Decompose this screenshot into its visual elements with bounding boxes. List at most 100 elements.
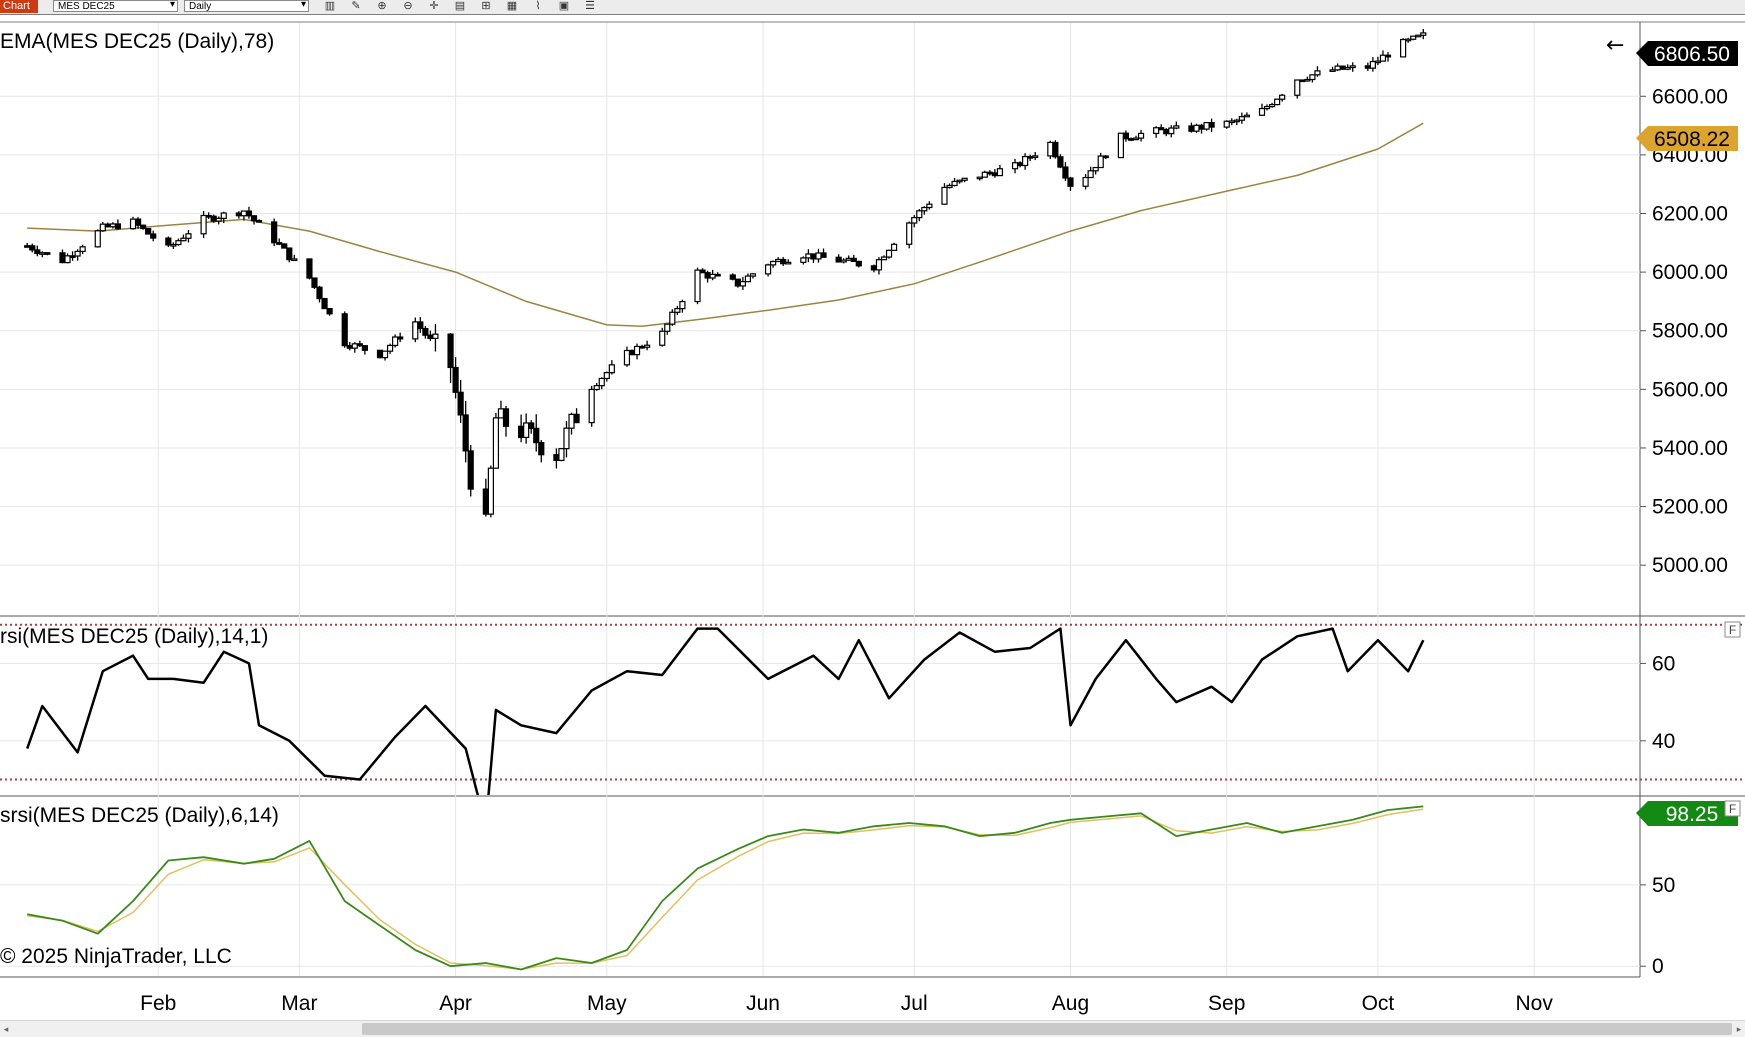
candle-body: [749, 273, 757, 277]
candle-body: [1132, 137, 1140, 141]
candle-body: [170, 243, 177, 247]
candle-body: [129, 218, 137, 230]
candle-body: [840, 259, 847, 263]
candle-body: [699, 269, 706, 274]
candle-body: [1016, 162, 1024, 167]
candle-body: [150, 233, 157, 239]
chevron-down-icon: ▾: [169, 0, 175, 10]
candle-body: [1102, 155, 1109, 159]
candle-body: [1400, 38, 1407, 58]
candle-body: [568, 413, 575, 429]
templates-icon[interactable]: ▣: [558, 0, 570, 12]
zoom-out-icon[interactable]: ⊖: [403, 0, 413, 12]
srsi-value: 98.25: [1666, 803, 1719, 826]
candle-body: [815, 252, 822, 260]
instrument-selector[interactable]: MES DEC25 ▾: [53, 0, 178, 12]
candle-body: [341, 313, 348, 347]
candle-body: [64, 255, 71, 264]
candle-body: [961, 177, 968, 181]
candle-body: [175, 240, 182, 246]
candle-body: [1349, 65, 1356, 69]
candle-body: [316, 286, 323, 300]
candle-body: [810, 253, 817, 260]
candle-body: [412, 321, 419, 340]
candle-body: [39, 252, 46, 255]
rsi-flag-icon[interactable]: F: [1724, 621, 1741, 638]
candle-body: [1279, 94, 1286, 100]
x-tick-label: Sep: [1208, 992, 1245, 1015]
candle-body: [633, 345, 641, 356]
candle-body: [255, 219, 263, 223]
candle-body: [1304, 78, 1311, 82]
candle-body: [820, 252, 827, 258]
candle-body: [729, 274, 736, 280]
candle-body: [1127, 138, 1135, 141]
candle-body: [951, 180, 958, 187]
candle-body: [79, 246, 86, 253]
candle-body: [976, 176, 983, 180]
strategies-icon[interactable]: ⌇: [535, 0, 541, 12]
bars-type-icon[interactable]: ▥: [324, 0, 336, 12]
candle-body: [1082, 176, 1089, 187]
draw-pencil-icon[interactable]: ✎: [351, 0, 361, 12]
candle-body: [59, 252, 66, 264]
list-icon[interactable]: ☰: [585, 0, 595, 12]
candle-body: [104, 223, 111, 228]
candle-body: [386, 344, 394, 352]
crosshair-icon[interactable]: ✛: [429, 0, 439, 12]
candle-body: [321, 298, 328, 310]
candle-body: [34, 249, 41, 254]
price-tick-label: 6600.00: [1652, 85, 1728, 108]
candle-body: [215, 217, 222, 222]
candle-body: [704, 272, 711, 279]
candle-body: [286, 247, 293, 261]
candle-body: [467, 450, 474, 490]
candle-body: [326, 307, 333, 315]
properties-icon[interactable]: ⊞: [481, 0, 491, 12]
x-tick-label: Jul: [901, 992, 928, 1015]
data-box-icon[interactable]: ▤: [454, 0, 466, 12]
scroll-left-icon[interactable]: ◂: [3, 1024, 9, 1034]
zoom-in-icon[interactable]: ⊕: [377, 0, 387, 12]
candle-body: [603, 372, 610, 380]
candle-body: [1153, 127, 1160, 135]
srsi-flag-icon[interactable]: F: [1724, 800, 1741, 817]
candle-body: [1334, 65, 1341, 71]
price-tick-label: 5200.00: [1652, 496, 1728, 519]
candle-body: [1299, 79, 1306, 83]
candle-body: [996, 168, 1004, 177]
candle-body: [709, 273, 716, 279]
horizontal-scrollbar[interactable]: ◂ ▸: [0, 1020, 1745, 1037]
candle-body: [986, 171, 993, 175]
candle-body: [714, 273, 721, 277]
candle-body: [1384, 54, 1392, 58]
chevron-down-icon: ▾: [300, 0, 306, 10]
scrollbar-thumb[interactable]: [362, 1023, 1732, 1035]
candle-body: [916, 210, 923, 219]
x-tick-label: May: [587, 992, 627, 1015]
candle-body: [1258, 107, 1266, 116]
candle-body: [870, 265, 878, 271]
candle-body: [659, 330, 666, 346]
candle-body: [805, 253, 812, 259]
candle-body: [946, 184, 953, 189]
x-tick-label: Apr: [439, 992, 472, 1015]
scroll-right-icon[interactable]: ▸: [1736, 1024, 1742, 1034]
candle-body: [1329, 69, 1336, 72]
candle-body: [1344, 66, 1351, 70]
candle-body: [1158, 127, 1165, 131]
instrument-value: MES DEC25: [58, 1, 115, 12]
candle-body: [245, 210, 253, 217]
candle-body: [1188, 125, 1195, 132]
candle-body: [1379, 54, 1387, 62]
candle-body: [1364, 65, 1371, 69]
candle-body: [502, 408, 510, 427]
price-tick-label: 5000.00: [1652, 554, 1728, 577]
indicators-icon[interactable]: ▦: [506, 0, 518, 12]
chart-tab[interactable]: Chart: [0, 0, 38, 13]
candle-body: [1314, 70, 1321, 76]
interval-selector[interactable]: Daily ▾: [184, 0, 309, 12]
candle-body: [1374, 60, 1382, 64]
arrow-left-icon[interactable]: ←: [1606, 33, 1624, 58]
